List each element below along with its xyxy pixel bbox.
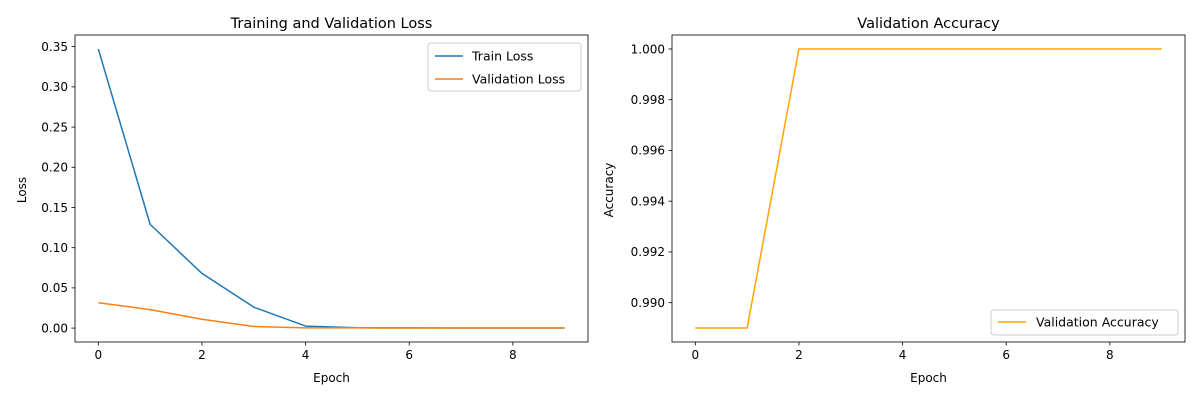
legend: Train Loss Validation Loss bbox=[427, 42, 582, 92]
y-tick-label: 0.10 bbox=[41, 241, 68, 255]
y-tick-label: 0.30 bbox=[41, 80, 68, 94]
x-tick-label: 4 bbox=[899, 348, 907, 362]
y-tick-label: 0.990 bbox=[631, 296, 665, 310]
y-tick-label: 0.998 bbox=[631, 93, 665, 107]
y-tick-label: 0.994 bbox=[631, 194, 665, 208]
y-tick-label: 0.05 bbox=[41, 281, 68, 295]
x-tick-label: 8 bbox=[509, 348, 517, 362]
y-tick-label: 0.992 bbox=[631, 245, 665, 259]
y-tick-label: 0.15 bbox=[41, 201, 68, 215]
x-tick-label: 2 bbox=[795, 348, 803, 362]
y-axis-label: Accuracy bbox=[602, 163, 616, 218]
x-tick-label: 4 bbox=[302, 348, 310, 362]
x-tick-label: 6 bbox=[405, 348, 413, 362]
axes-frame bbox=[671, 34, 1186, 343]
y-tick-label: 0.35 bbox=[41, 40, 68, 54]
x-tick-label: 2 bbox=[198, 348, 206, 362]
y-tick-label: 0.996 bbox=[631, 144, 665, 158]
legend-label-validation-loss: Validation Loss bbox=[472, 72, 565, 87]
x-tick-label: 8 bbox=[1106, 348, 1114, 362]
y-tick-label: 1.000 bbox=[631, 42, 665, 56]
chart-title: Training and Validation Loss bbox=[230, 16, 433, 32]
axes-frame bbox=[74, 34, 589, 343]
accuracy-chart: Validation Accuracy Epoch Accuracy 0 2 4 6 8… bbox=[602, 16, 1186, 385]
y-tick-label: 0.25 bbox=[41, 120, 68, 134]
y-tick-label: 0.00 bbox=[41, 321, 68, 335]
legend-box bbox=[427, 42, 582, 92]
chart-title: Validation Accuracy bbox=[857, 16, 1000, 32]
y-axis-label: Loss bbox=[15, 177, 29, 203]
legend-label-train-loss: Train Loss bbox=[471, 49, 533, 64]
series-line-validation-accuracy bbox=[695, 48, 1162, 329]
legend-label-validation-accuracy: Validation Accuracy bbox=[1036, 315, 1159, 330]
plot-area: 0 2 4 6 8 0.990 0.992 0.994 0.996 0.998 1.000 bbox=[631, 34, 1186, 362]
x-tick-label: 0 bbox=[691, 348, 699, 362]
legend: Validation Accuracy bbox=[990, 309, 1179, 336]
legend-box bbox=[990, 309, 1179, 336]
y-tick-label: 0.20 bbox=[41, 161, 68, 175]
x-tick-label: 0 bbox=[94, 348, 102, 362]
series-line-validation-loss bbox=[98, 302, 565, 329]
x-tick-label: 6 bbox=[1002, 348, 1010, 362]
x-axis-label: Epoch bbox=[313, 371, 350, 385]
plot-area: 0 2 4 6 8 0.00 0.05 0.10 0.15 0.20 0.25 0.30 0.35 bbox=[41, 34, 589, 362]
x-axis-label: Epoch bbox=[910, 371, 947, 385]
loss-chart: Training and Validation Loss Epoch Loss … bbox=[15, 16, 589, 385]
